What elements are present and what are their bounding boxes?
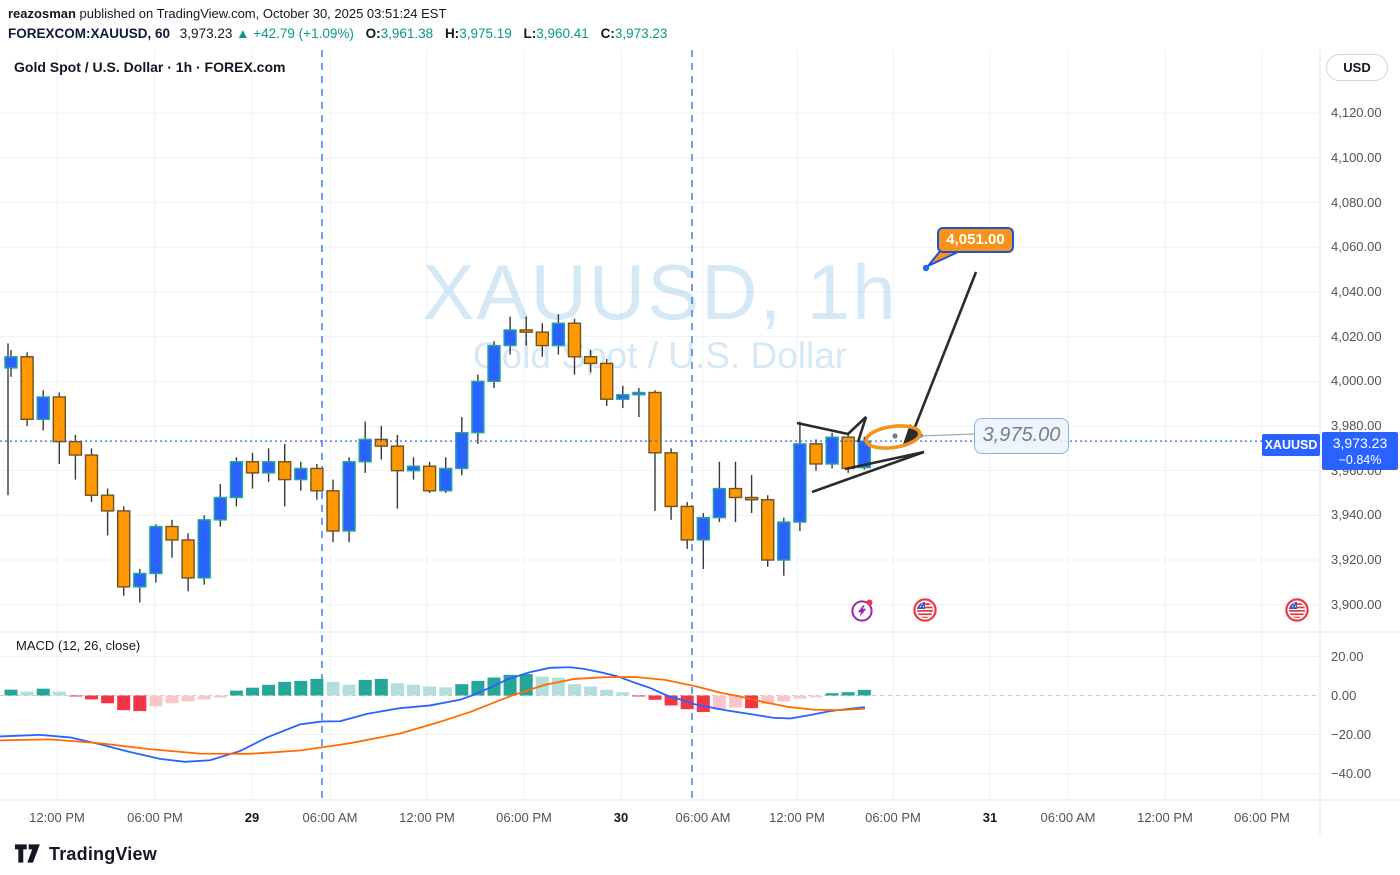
macd-line — [0, 666, 866, 763]
time-axis-date-label: 30 — [613, 810, 629, 825]
time-axis-label: 06:00 PM — [865, 810, 921, 825]
last-price: 3,973.23 — [179, 26, 233, 41]
high-value: 3,975.19 — [459, 26, 512, 41]
time-axis-date-label: 31 — [982, 810, 998, 825]
tradingview-logo-text: TradingView — [49, 843, 157, 864]
price-axis-label: 4,060.00 — [1331, 239, 1382, 255]
breakout-arrow-line — [911, 271, 978, 433]
price-axis-label: 3,940.00 — [1331, 507, 1382, 523]
open-label: O: — [365, 26, 381, 41]
price-axis-label: 4,020.00 — [1331, 328, 1382, 344]
low-label: L: — [523, 26, 537, 41]
price-axis-label: 4,100.00 — [1331, 149, 1382, 165]
price-axis-label: 4,120.00 — [1331, 105, 1382, 121]
time-axis-label: 06:00 AM — [675, 810, 731, 825]
byline-username: reazosman — [8, 6, 76, 21]
time-axis-label: 12:00 PM — [769, 810, 825, 825]
lightning-event-icon[interactable] — [849, 597, 875, 623]
breakout-arrow-head — [902, 424, 924, 447]
current-price-change-pct: −0.84% — [1338, 453, 1382, 467]
target-price-callout[interactable]: 4,051.00 — [937, 227, 1014, 253]
snapshot-header: reazosman published on TradingView.com, … — [8, 5, 667, 43]
tradingview-logo-icon — [14, 844, 40, 863]
anchor-dot — [892, 433, 898, 439]
current-price-badge: 3,973.23 −0.84% — [1322, 432, 1398, 470]
price-axis-label: 4,040.00 — [1331, 283, 1382, 299]
current-price-value: 3,973.23 — [1332, 435, 1388, 451]
macd-axis-label: 20.00 — [1331, 648, 1364, 664]
open-value: 3,961.38 — [380, 26, 434, 41]
high-label: H: — [444, 26, 460, 41]
time-axis-label: 06:00 PM — [496, 810, 552, 825]
low-value: 3,960.41 — [536, 26, 589, 41]
time-axis-label: 06:00 AM — [1040, 810, 1096, 825]
tradingview-logo[interactable]: TradingView — [14, 843, 157, 865]
time-axis-label: 12:00 PM — [29, 810, 85, 825]
close-value: 3,973.23 — [614, 26, 668, 41]
note-price-callout[interactable]: 3,975.00 — [974, 418, 1069, 454]
time-axis-date-label: 29 — [244, 810, 260, 825]
macd-axis-label: −20.00 — [1331, 726, 1372, 742]
macd-axis-label: −40.00 — [1331, 765, 1372, 781]
macd-indicator-title[interactable]: MACD (12, 26, close) — [16, 638, 141, 653]
close-label: C: — [600, 26, 615, 41]
up-arrow-icon: ▲ — [236, 26, 250, 41]
drawing-annotations — [796, 248, 978, 494]
price-change: +42.79 (+1.09%) — [253, 26, 354, 41]
time-axis-label: 06:00 AM — [302, 810, 358, 825]
macd-axis-label: 0.00 — [1331, 687, 1357, 703]
time-axis-label: 12:00 PM — [399, 810, 455, 825]
macd-plot — [0, 666, 871, 763]
pennant-lower-line — [811, 450, 925, 494]
price-axis-label: 4,000.00 — [1331, 373, 1382, 389]
callout-anchor-dot — [922, 264, 930, 272]
price-axis-label: 3,980.00 — [1331, 418, 1382, 433]
byline-text: published on TradingView.com, October 30… — [75, 6, 447, 21]
byline: reazosman published on TradingView.com, … — [8, 5, 667, 23]
us-flag-economic-event-icon[interactable] — [1284, 597, 1310, 623]
symbol-name[interactable]: FOREXCOM:XAUUSD, 60 — [8, 26, 171, 41]
time-axis-label: 12:00 PM — [1137, 810, 1193, 825]
time-axis-label: 06:00 PM — [127, 810, 183, 825]
price-axis-label: 4,080.00 — [1331, 194, 1382, 210]
macd-signal-line — [0, 676, 866, 755]
time-axis-label: 06:00 PM — [1234, 810, 1290, 825]
chart-pane-title: Gold Spot / U.S. Dollar · 1h · FOREX.com — [14, 59, 286, 75]
callout-connector-line — [919, 433, 976, 437]
highlight-ellipse — [864, 424, 922, 450]
price-axis-label: 3,900.00 — [1331, 596, 1382, 612]
price-line-symbol-chip: XAUUSD — [1262, 434, 1320, 456]
price-axis-label: 3,920.00 — [1331, 552, 1382, 568]
symbol-ohlc-row: FOREXCOM:XAUUSD, 60 3,973.23 ▲ +42.79 (+… — [8, 25, 667, 43]
pennant-upper-line — [796, 416, 868, 443]
us-flag-economic-event-icon[interactable] — [912, 597, 938, 623]
currency-toggle-button[interactable]: USD — [1326, 54, 1388, 81]
candles — [4, 314, 871, 603]
